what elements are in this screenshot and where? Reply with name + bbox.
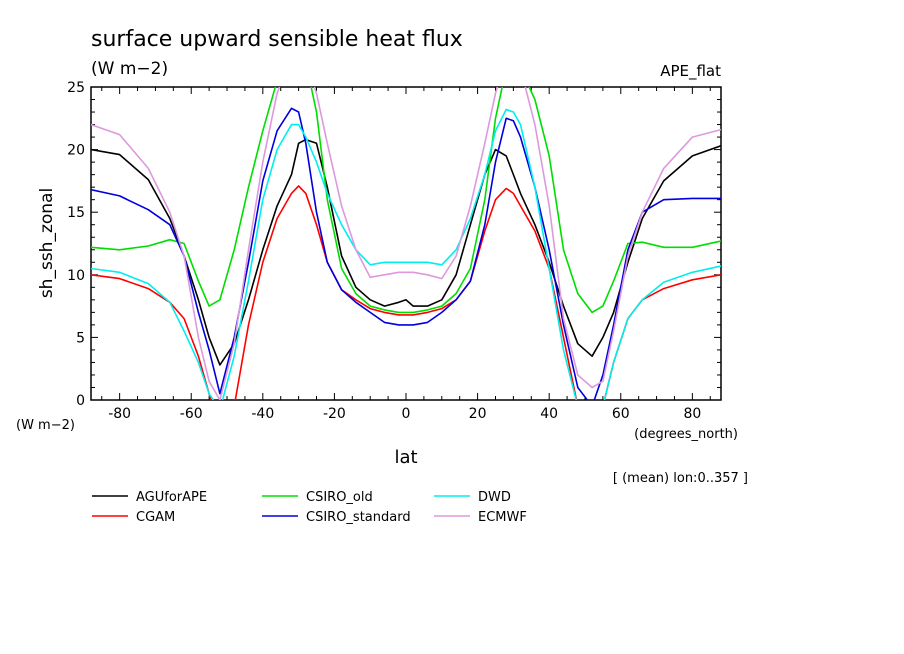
series-line-ecmwf [91, 87, 721, 400]
x-tick-label: -40 [251, 406, 274, 422]
y-axis-units: (W m−2) [16, 418, 75, 433]
legend-label-cgam: CGAM [136, 510, 175, 525]
axis-ticks: -80 -60 -40 -20 0 20 40 60 80 0 5 10 15 20 25 [67, 80, 721, 422]
x-tick-label: -60 [180, 406, 203, 422]
legend-label-csiro-old: CSIRO_old [306, 490, 373, 505]
series-line-cgam [91, 185, 721, 400]
y-tick-label: 10 [67, 268, 85, 284]
chart-title: surface upward sensible heat flux [91, 27, 463, 52]
legend-label-ecmwf: ECMWF [478, 510, 527, 525]
y-tick-label: 5 [76, 330, 85, 346]
x-tick-label: -20 [323, 406, 346, 422]
series-line-aguforape [91, 138, 721, 366]
y-tick-label: 25 [67, 80, 85, 96]
legend: AGUforAPE CGAM CSIRO_old CSIRO_standard DWD E… [92, 490, 527, 525]
x-tick-label: -80 [108, 406, 131, 422]
x-axis-units: (degrees_north) [634, 427, 738, 442]
y-tick-label: 15 [67, 205, 85, 221]
legend-label-aguforape: AGUforAPE [136, 490, 207, 505]
series-line-dwd [91, 108, 721, 400]
x-tick-label: 40 [540, 406, 558, 422]
footnote: [ (mean) lon:0..357 ] [613, 471, 748, 486]
plot-frame [90, 86, 722, 401]
x-tick-label: 80 [683, 406, 701, 422]
y-tick-label: 20 [67, 143, 85, 159]
series-lines [91, 87, 721, 400]
x-tick-label: 20 [469, 406, 487, 422]
x-tick-label: 60 [612, 406, 630, 422]
y-tick-label: 0 [76, 393, 85, 409]
x-axis-label: lat [394, 447, 417, 468]
chart-units: (W m−2) [91, 59, 168, 79]
legend-label-dwd: DWD [478, 490, 511, 505]
series-line-csiro-standard [91, 107, 721, 400]
y-axis-label: sh_ssh_zonal [37, 188, 57, 298]
x-tick-label: 0 [402, 406, 411, 422]
legend-label-csiro-standard: CSIRO_standard [306, 510, 411, 525]
series-line-csiro-old [91, 87, 721, 314]
run-label: APE_flat [660, 62, 721, 81]
